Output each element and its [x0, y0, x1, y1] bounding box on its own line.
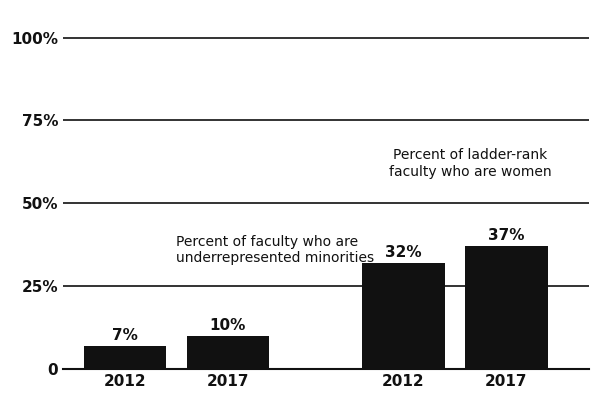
Text: Percent of faculty who are
underrepresented minorities: Percent of faculty who are underrepresen… [176, 235, 374, 265]
Text: 7%: 7% [112, 328, 138, 342]
Text: 10%: 10% [210, 318, 246, 332]
Text: Percent of ladder-rank
faculty who are women: Percent of ladder-rank faculty who are w… [389, 148, 551, 179]
Bar [362, 263, 445, 369]
Bar [187, 336, 269, 369]
Bar [465, 246, 548, 369]
Bar [83, 346, 166, 369]
Text: 37%: 37% [488, 228, 524, 243]
Text: 32%: 32% [385, 245, 422, 260]
